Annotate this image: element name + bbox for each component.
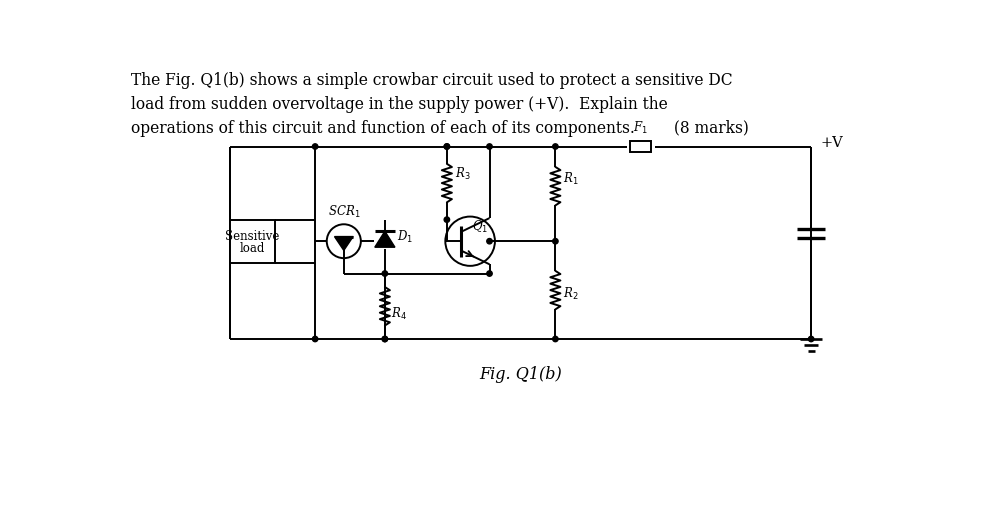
Text: Sensitive: Sensitive: [225, 230, 280, 243]
Circle shape: [382, 336, 388, 341]
Polygon shape: [375, 231, 395, 247]
Text: +V: +V: [821, 135, 843, 150]
Circle shape: [487, 144, 492, 149]
Text: load from sudden overvoltage in the supply power (+V).  Explain the: load from sudden overvoltage in the supp…: [131, 96, 668, 113]
Text: load: load: [239, 243, 266, 255]
Circle shape: [487, 271, 492, 276]
Text: R$_4$: R$_4$: [391, 306, 407, 322]
Text: operations of this circuit and function of each of its components.        (8 mar: operations of this circuit and function …: [131, 119, 749, 136]
Circle shape: [444, 144, 450, 149]
Circle shape: [444, 217, 450, 222]
Text: R$_1$: R$_1$: [563, 170, 579, 186]
Polygon shape: [335, 236, 353, 250]
Text: SCR$_1$: SCR$_1$: [328, 203, 360, 220]
Circle shape: [313, 144, 318, 149]
Circle shape: [553, 144, 558, 149]
Text: Fig. Q1(b): Fig. Q1(b): [479, 366, 562, 383]
Circle shape: [553, 238, 558, 244]
Circle shape: [382, 336, 388, 341]
Circle shape: [313, 336, 318, 341]
Text: The Fig. Q1(b) shows a simple crowbar circuit used to protect a sensitive DC: The Fig. Q1(b) shows a simple crowbar ci…: [131, 72, 733, 89]
Bar: [630, 142, 651, 151]
Text: Q$_1$: Q$_1$: [472, 219, 488, 235]
Bar: [229, 220, 275, 263]
Text: R$_3$: R$_3$: [455, 166, 470, 182]
Circle shape: [487, 238, 492, 244]
Text: R$_2$: R$_2$: [563, 286, 579, 302]
Circle shape: [382, 271, 388, 276]
Text: D$_1$: D$_1$: [397, 229, 414, 245]
Circle shape: [809, 336, 814, 341]
Circle shape: [444, 144, 450, 149]
Text: F$_1$: F$_1$: [633, 119, 648, 136]
Circle shape: [553, 336, 558, 341]
